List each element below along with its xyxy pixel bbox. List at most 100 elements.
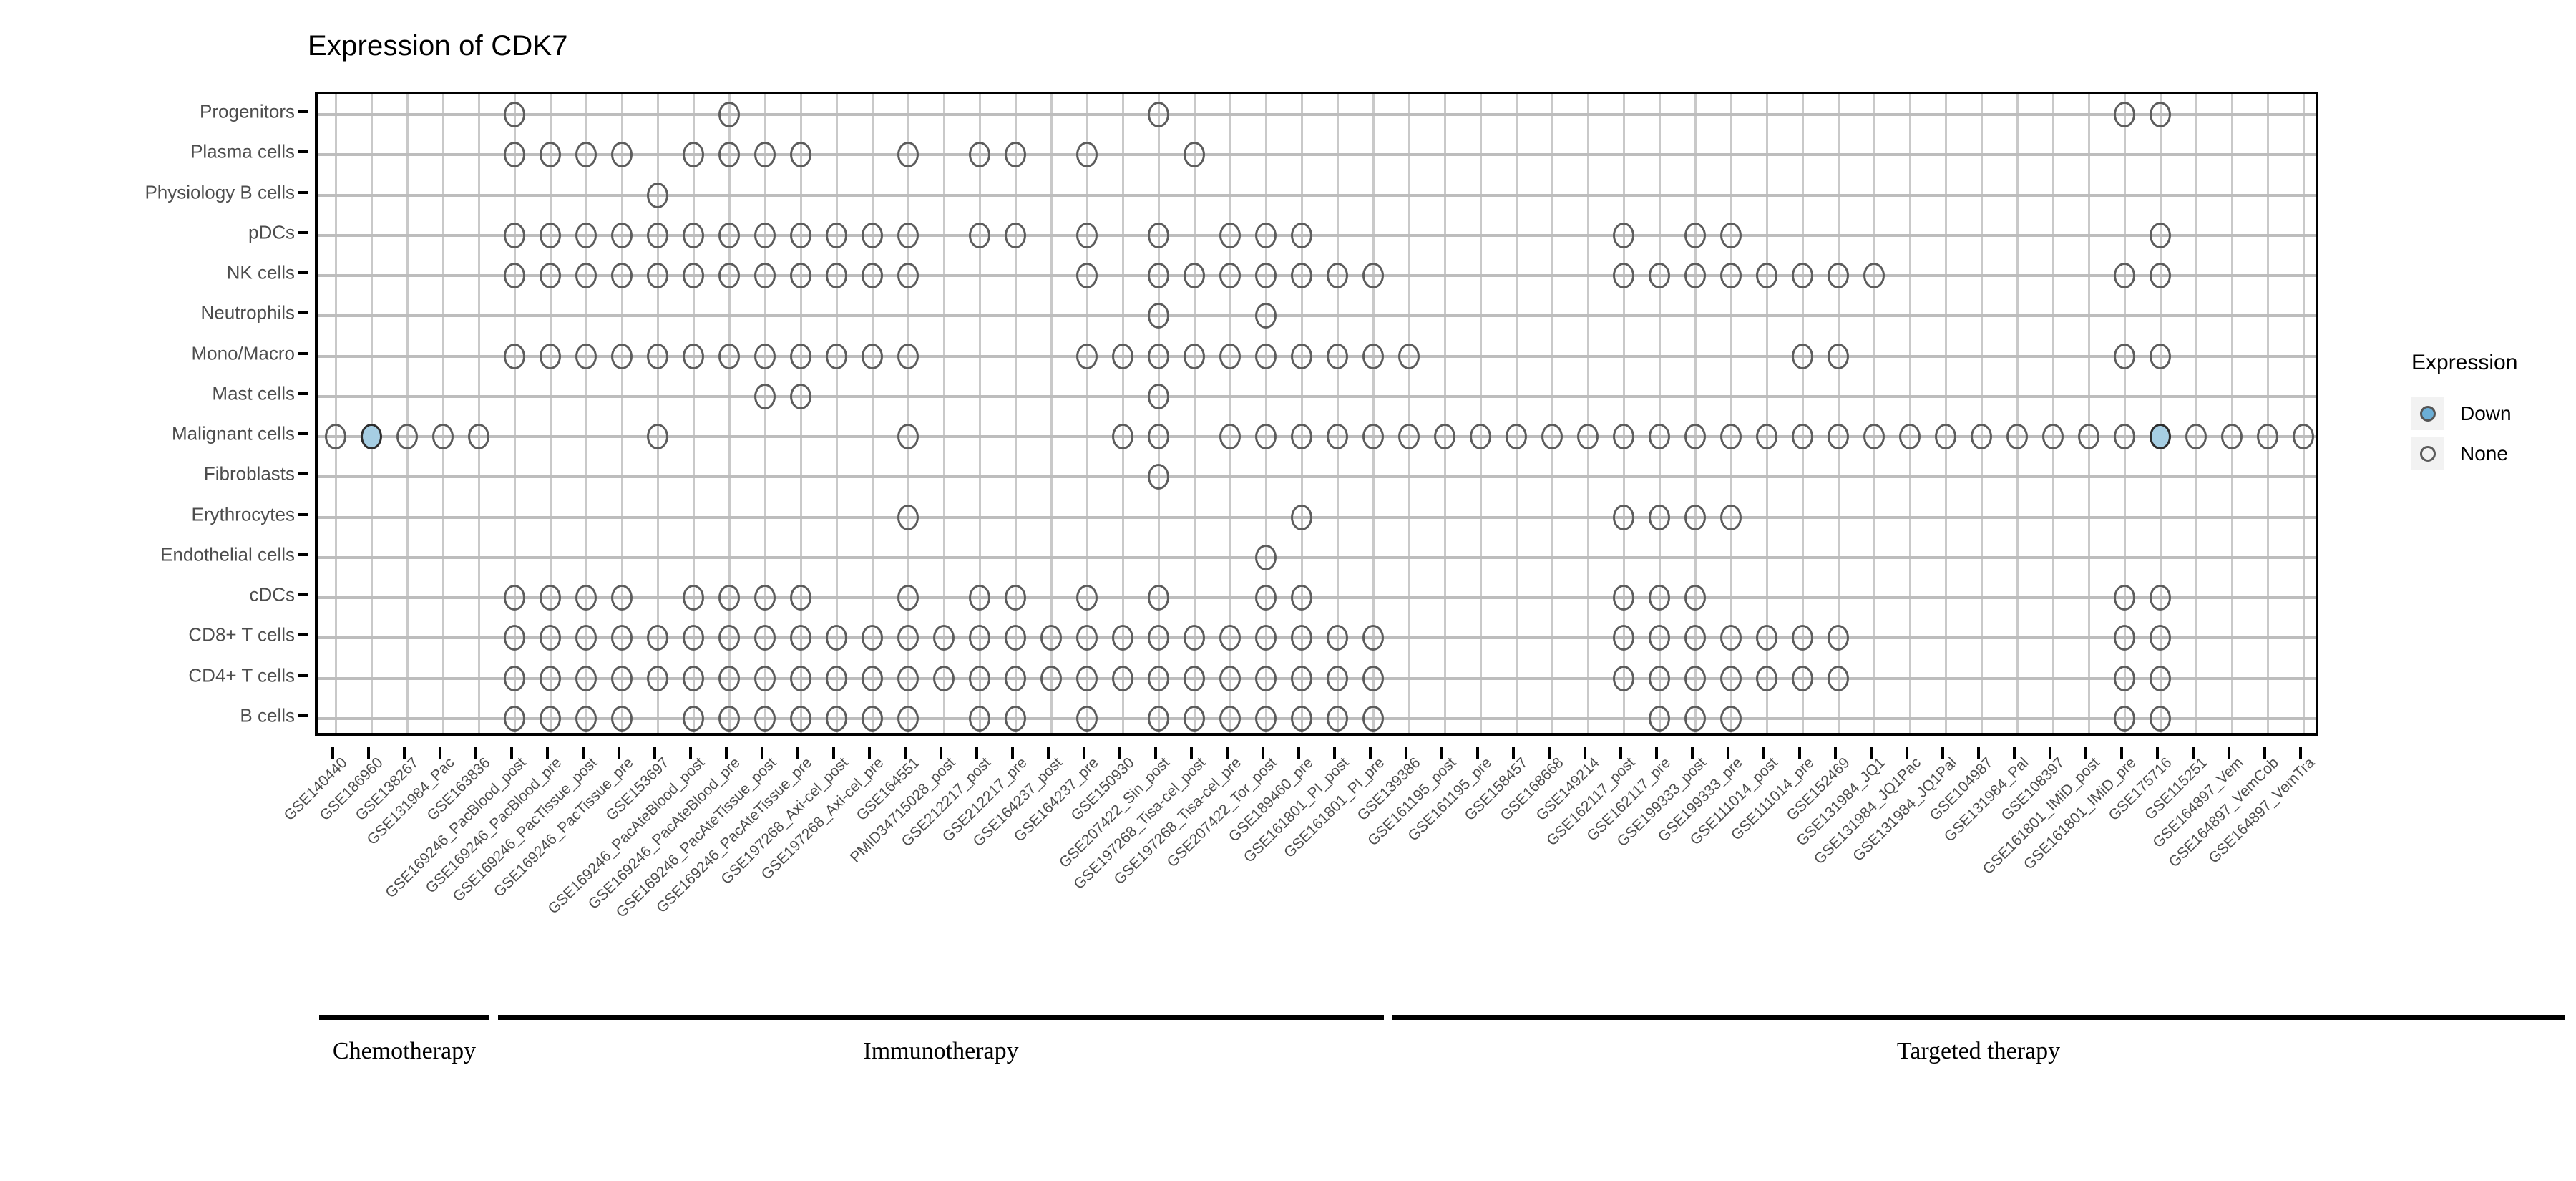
expression-dot bbox=[1863, 424, 1885, 450]
grid-line-vertical bbox=[835, 94, 838, 733]
expression-dot bbox=[1362, 343, 1384, 369]
expression-dot bbox=[2114, 665, 2135, 691]
x-axis-tick bbox=[1619, 747, 1622, 759]
grid-line-vertical bbox=[406, 94, 409, 733]
grid-line-horizontal bbox=[318, 435, 2316, 439]
expression-dot bbox=[1327, 343, 1348, 369]
x-axis-tick bbox=[1762, 747, 1765, 759]
expression-dot bbox=[718, 625, 740, 651]
expression-dot bbox=[897, 705, 919, 732]
x-axis-tick bbox=[1011, 747, 1014, 759]
grid-line-vertical bbox=[2302, 94, 2305, 733]
y-axis-tick bbox=[298, 190, 308, 194]
expression-dot bbox=[1148, 102, 1169, 128]
expression-dot bbox=[718, 343, 740, 369]
expression-dot bbox=[1148, 383, 1169, 409]
y-axis-tick-label: Neutrophils bbox=[200, 301, 295, 324]
x-axis-tick bbox=[2299, 747, 2302, 759]
x-axis-tick bbox=[618, 747, 620, 759]
therapy-group-label: Immunotherapy bbox=[863, 1038, 1019, 1064]
expression-dot bbox=[2114, 625, 2135, 651]
x-axis-tick bbox=[1584, 747, 1586, 759]
expression-dot bbox=[432, 424, 454, 450]
expression-dot bbox=[504, 585, 525, 611]
expression-dot bbox=[647, 665, 668, 691]
x-axis-tick bbox=[1977, 747, 1980, 759]
x-axis-tick bbox=[940, 747, 942, 759]
y-axis-tick-label: CD8+ T cells bbox=[188, 623, 295, 646]
expression-dot bbox=[1720, 625, 1742, 651]
expression-dot bbox=[540, 625, 561, 651]
expression-dot bbox=[1362, 665, 1384, 691]
grid-line-vertical bbox=[1193, 94, 1196, 733]
expression-dot bbox=[611, 705, 633, 732]
expression-dot bbox=[540, 142, 561, 168]
expression-dot bbox=[1148, 585, 1169, 611]
expression-dot bbox=[826, 665, 847, 691]
expression-dot bbox=[683, 222, 704, 248]
expression-dot bbox=[1470, 424, 1491, 450]
expression-dot bbox=[1076, 263, 1098, 289]
expression-dot bbox=[1684, 222, 1706, 248]
expression-dot bbox=[1148, 705, 1169, 732]
expression-dot bbox=[1362, 263, 1384, 289]
expression-dot bbox=[969, 142, 990, 168]
expression-dot bbox=[897, 343, 919, 369]
expression-dot bbox=[718, 263, 740, 289]
expression-dot bbox=[1613, 585, 1634, 611]
grid-line-vertical bbox=[370, 94, 373, 733]
grid-line-vertical bbox=[1729, 94, 1732, 733]
x-axis-tick bbox=[2263, 747, 2266, 759]
expression-dot bbox=[1184, 142, 1205, 168]
x-axis-tick bbox=[761, 747, 763, 759]
expression-dot bbox=[1362, 705, 1384, 732]
x-axis-tick bbox=[510, 747, 513, 759]
expression-dot bbox=[1613, 263, 1634, 289]
expression-dot bbox=[754, 222, 776, 248]
expression-dot bbox=[1148, 464, 1169, 490]
expression-dot bbox=[575, 142, 597, 168]
expression-dot bbox=[611, 585, 633, 611]
expression-dot bbox=[1005, 705, 1026, 732]
expression-dot bbox=[718, 142, 740, 168]
grid-line-vertical bbox=[1229, 94, 1231, 733]
expression-dot bbox=[1828, 424, 1849, 450]
grid-line-vertical bbox=[1121, 94, 1124, 733]
expression-dot bbox=[575, 705, 597, 732]
expression-dot bbox=[1291, 343, 1312, 369]
expression-dot bbox=[897, 625, 919, 651]
expression-dot bbox=[2150, 705, 2171, 732]
expression-dot bbox=[2078, 424, 2099, 450]
x-axis-tick bbox=[2228, 747, 2230, 759]
expression-dot bbox=[1255, 585, 1277, 611]
x-axis-tick bbox=[1941, 747, 1944, 759]
expression-dot bbox=[1613, 424, 1634, 450]
expression-dot bbox=[897, 504, 919, 530]
expression-dot bbox=[611, 625, 633, 651]
x-axis-tick bbox=[1369, 747, 1372, 759]
expression-dot bbox=[1935, 424, 1956, 450]
expression-dot bbox=[754, 383, 776, 409]
expression-dot bbox=[2114, 585, 2135, 611]
grid-line-vertical bbox=[2159, 94, 2162, 733]
grid-line-vertical bbox=[1515, 94, 1518, 733]
expression-dot bbox=[504, 142, 525, 168]
expression-dot bbox=[468, 424, 489, 450]
grid-line-vertical bbox=[1765, 94, 1768, 733]
expression-dot bbox=[862, 705, 883, 732]
x-axis-tick bbox=[904, 747, 907, 759]
expression-dot bbox=[1684, 625, 1706, 651]
expression-dot bbox=[1184, 665, 1205, 691]
expression-dot bbox=[504, 705, 525, 732]
legend-title: Expression bbox=[2411, 351, 2518, 374]
therapy-group-bar bbox=[1392, 1015, 2565, 1020]
expression-dot bbox=[504, 665, 525, 691]
grid-line-horizontal bbox=[318, 475, 2316, 479]
expression-dot bbox=[1649, 585, 1670, 611]
expression-dot bbox=[933, 625, 955, 651]
y-axis-tick-label: Plasma cells bbox=[190, 140, 295, 162]
expression-dot bbox=[1184, 343, 1205, 369]
y-axis-labels: Progenitors Plasma cells Physiology B cell… bbox=[0, 92, 308, 736]
expression-dot bbox=[2150, 343, 2171, 369]
y-axis-tick bbox=[298, 230, 308, 234]
